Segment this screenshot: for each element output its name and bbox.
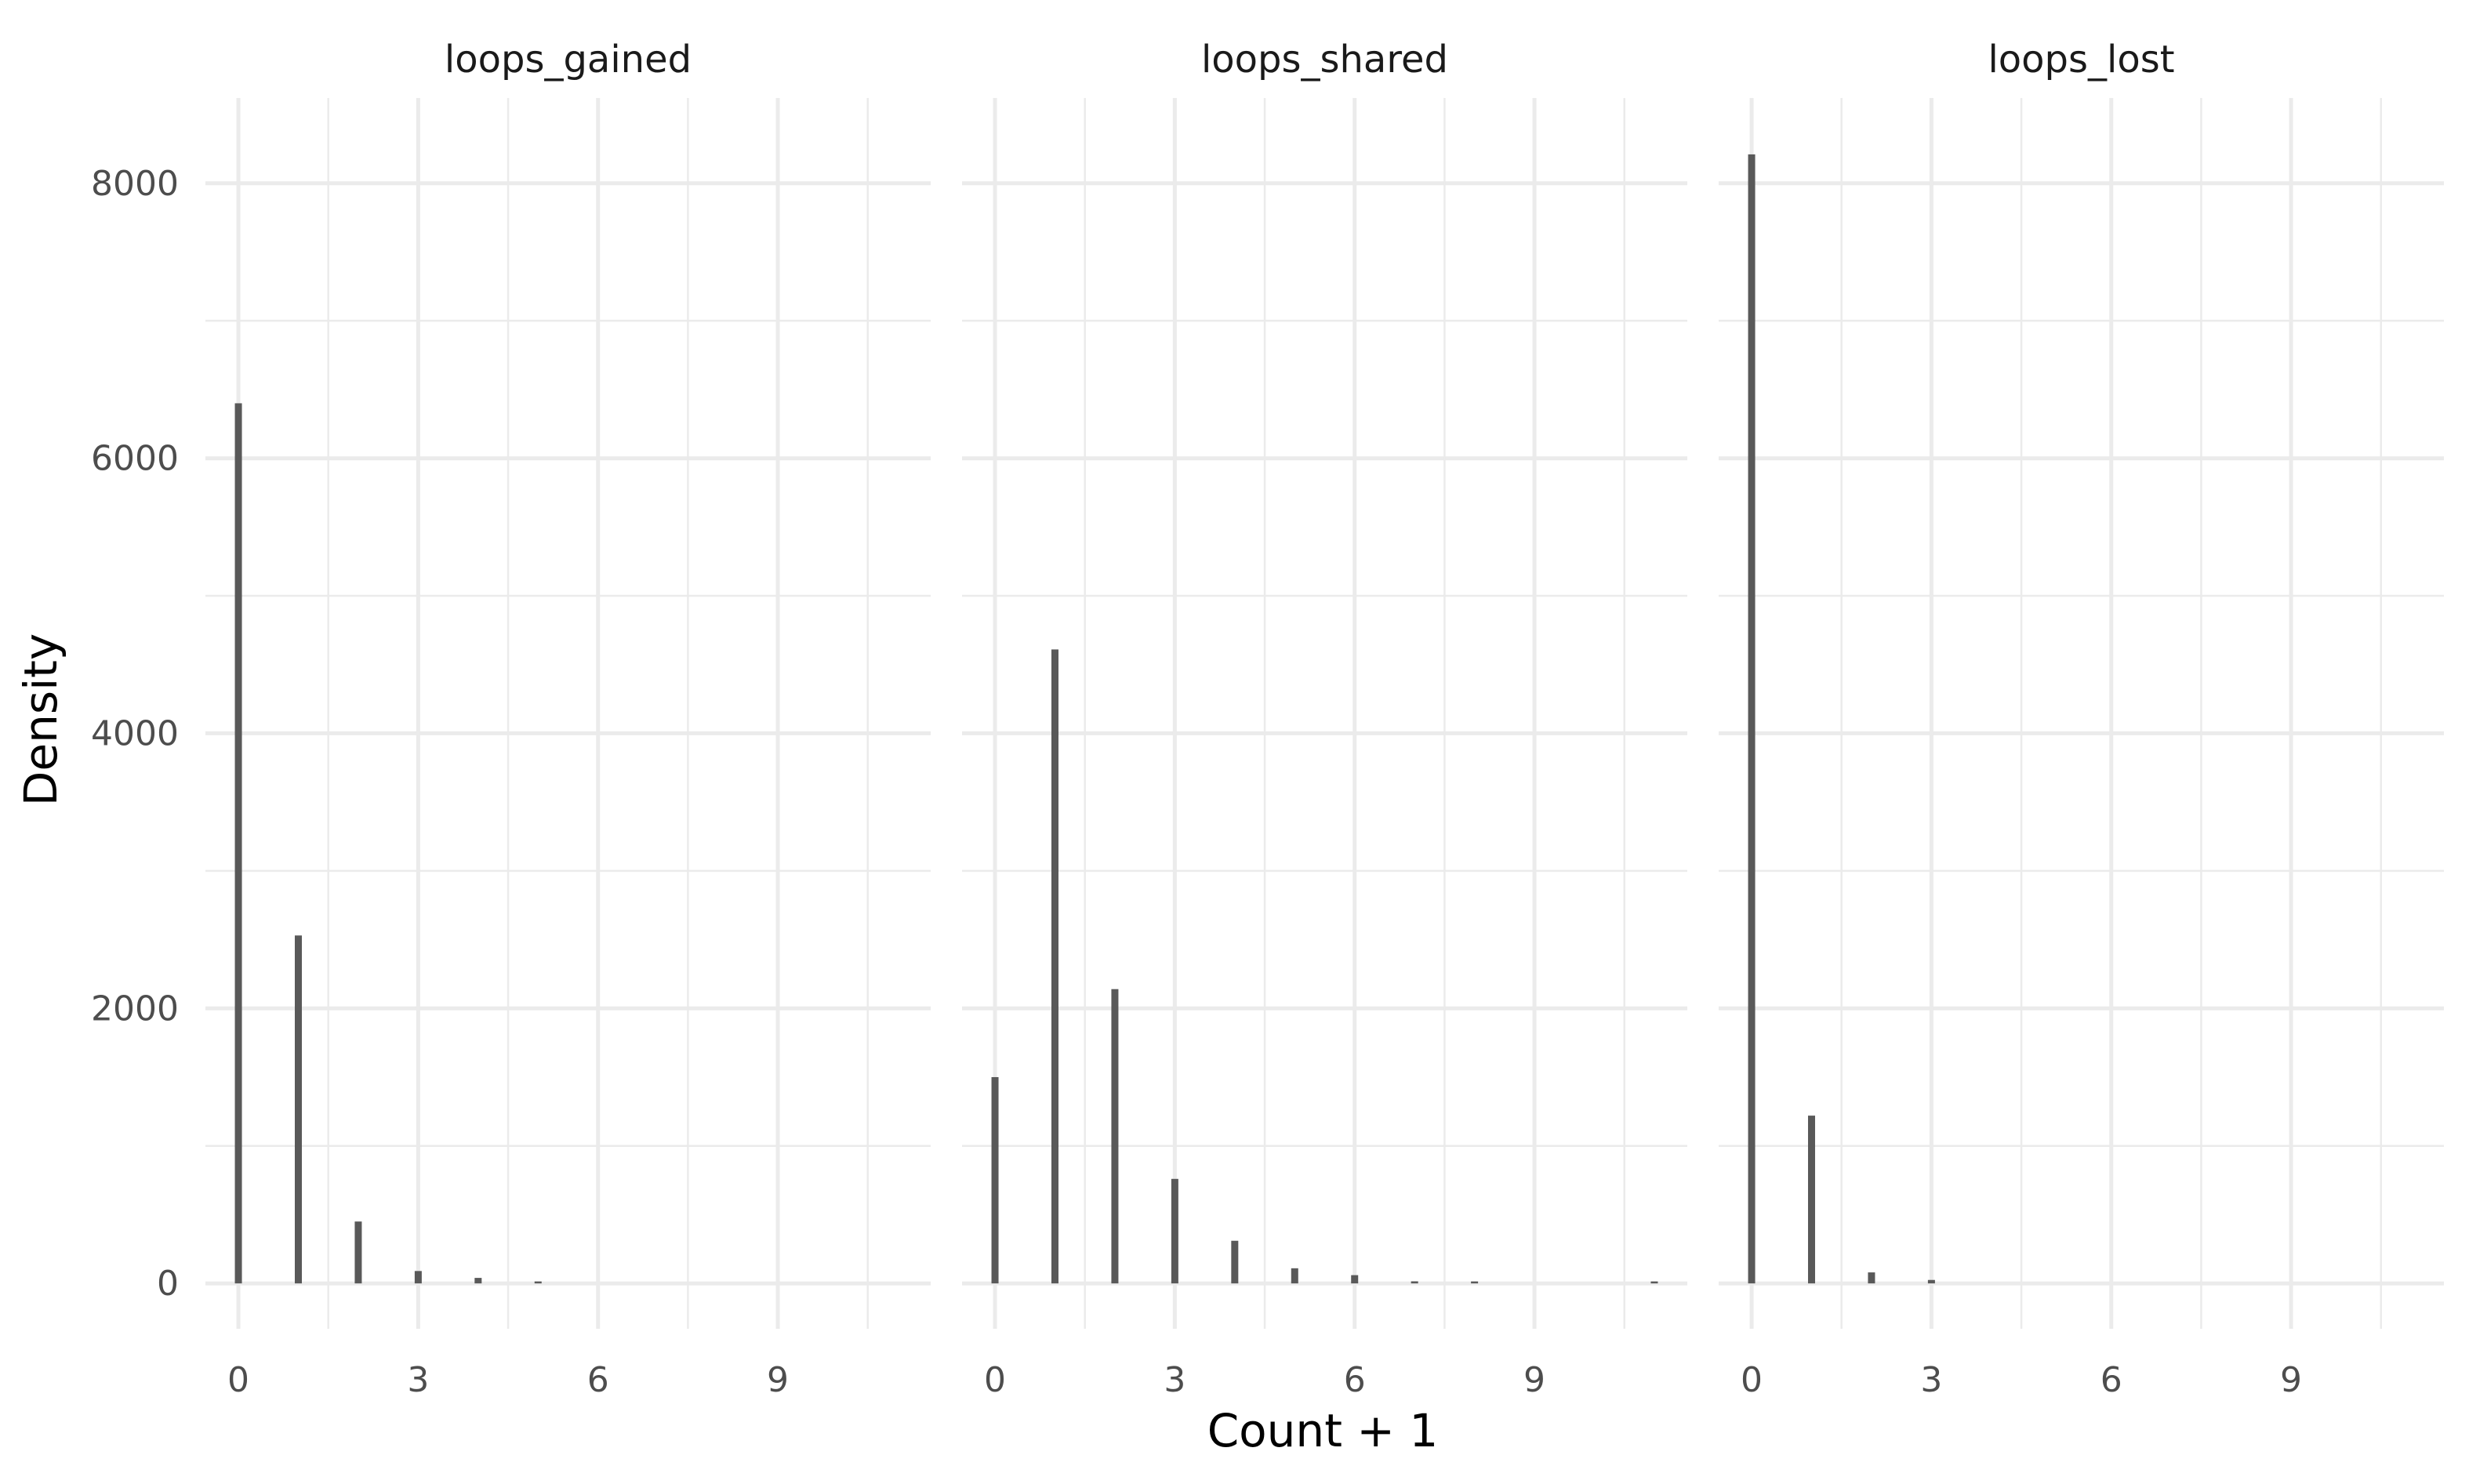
bar (474, 1278, 482, 1284)
bar (1411, 1281, 1418, 1284)
x-tick-label: 9 (2280, 1360, 2302, 1400)
bar (1650, 1281, 1658, 1284)
panel-loops_lost: 0 3 6 9 loops_lost (1719, 38, 2444, 1400)
x-tick-label: 3 (1920, 1360, 1942, 1400)
bar (414, 1271, 422, 1284)
bar (354, 1221, 362, 1284)
x-tick-label: 9 (767, 1360, 789, 1400)
bar (1351, 1275, 1359, 1284)
panel-loops_shared: 0 3 6 9 loops_shared (962, 38, 1687, 1400)
x-tick-label: 0 (227, 1360, 249, 1400)
panels: 0 3 6 9 loops_gained 0 3 6 9 loops_shared 0 3 6 9 loop… (205, 38, 2444, 1400)
x-tick-label: 9 (1523, 1360, 1545, 1400)
facet-label: loops_lost (1988, 38, 2174, 82)
bar (1051, 649, 1058, 1284)
bar (1868, 1272, 1875, 1284)
y-tick-label: 4000 (91, 713, 179, 753)
bar (294, 935, 302, 1284)
bar (1291, 1268, 1298, 1284)
facet-label: loops_gained (445, 38, 692, 82)
bar (1471, 1281, 1479, 1284)
x-tick-label: 6 (587, 1360, 609, 1400)
bar (1231, 1240, 1239, 1284)
y-tick-label: 0 (157, 1264, 179, 1304)
y-tick-label: 2000 (91, 989, 179, 1029)
y-tick-label: 8000 (91, 164, 179, 204)
bar (534, 1281, 542, 1284)
bar (1748, 154, 1756, 1284)
y-axis-title: Density (14, 633, 67, 807)
bar (1111, 989, 1119, 1284)
facet-label: loops_shared (1201, 38, 1448, 82)
x-tick-label: 3 (1164, 1360, 1185, 1400)
x-tick-label: 6 (2100, 1360, 2122, 1400)
x-tick-label: 0 (1741, 1360, 1763, 1400)
x-tick-label: 6 (1344, 1360, 1366, 1400)
bar (1171, 1178, 1178, 1284)
x-tick-label: 0 (984, 1360, 1006, 1400)
y-axis-tick-labels: 0 2000 4000 6000 8000 (91, 164, 179, 1304)
y-tick-label: 6000 (91, 439, 179, 479)
x-axis-title: Count + 1 (1207, 1404, 1439, 1457)
bar (1807, 1116, 1815, 1284)
bar (234, 403, 242, 1284)
bar (991, 1076, 999, 1284)
bar (1927, 1279, 1935, 1284)
x-tick-label: 3 (407, 1360, 429, 1400)
panel-loops_gained: 0 3 6 9 loops_gained (205, 38, 931, 1400)
